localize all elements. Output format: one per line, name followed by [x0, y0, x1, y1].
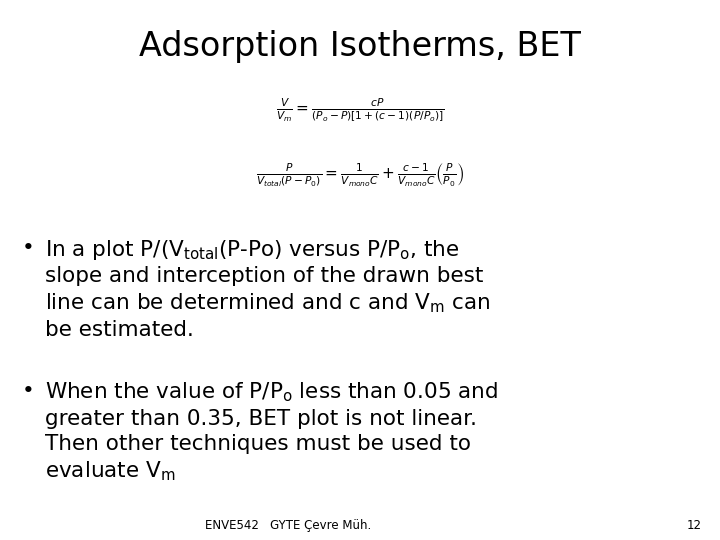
- Text: In a plot P/(V$_{\mathregular{total}}$(P-Po) versus P/P$_{\mathregular{o}}$, the: In a plot P/(V$_{\mathregular{total}}$(P…: [45, 238, 490, 340]
- Text: $\frac{P}{V_{total}(P - P_0)} = \frac{1}{V_{mono}C} + \frac{c-1}{V_{mono}C}\left: $\frac{P}{V_{total}(P - P_0)} = \frac{1}…: [256, 162, 464, 189]
- Text: 12: 12: [687, 519, 702, 532]
- Text: •: •: [22, 238, 35, 258]
- Text: Adsorption Isotherms, BET: Adsorption Isotherms, BET: [139, 30, 581, 63]
- Text: When the value of P/P$_{\mathregular{o}}$ less than 0.05 and
greater than 0.35, : When the value of P/P$_{\mathregular{o}}…: [45, 381, 498, 483]
- Text: ENVE542   GYTE Çevre Müh.: ENVE542 GYTE Çevre Müh.: [205, 519, 372, 532]
- Text: $\frac{V}{V_m} = \frac{cP}{(P_o - P)[1 + (c-1)(P / P_o)]}$: $\frac{V}{V_m} = \frac{cP}{(P_o - P)[1 +…: [276, 97, 444, 125]
- Text: •: •: [22, 381, 35, 401]
